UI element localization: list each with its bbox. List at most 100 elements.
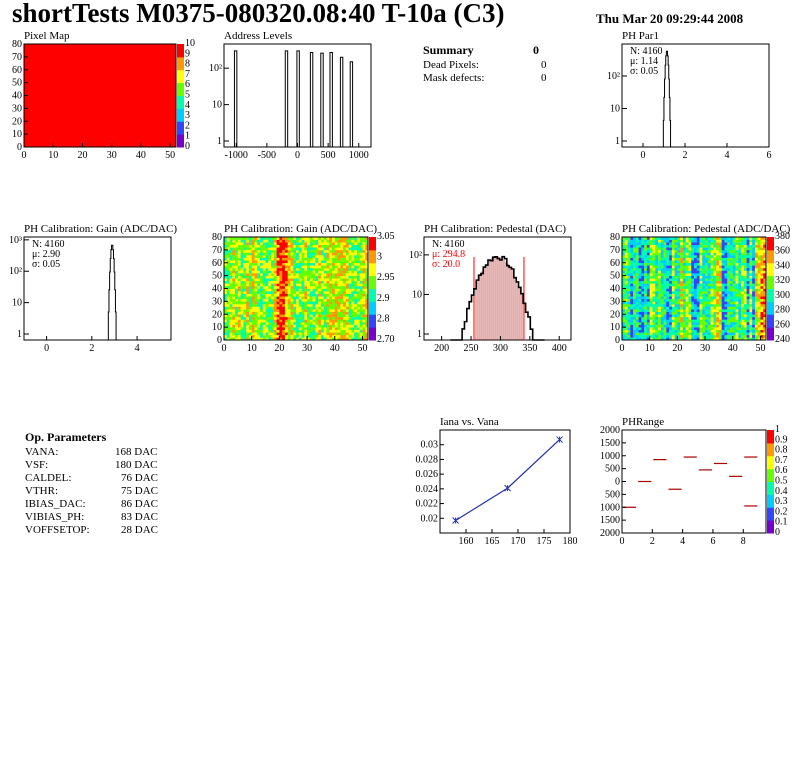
- pedestal-map-cell: [738, 316, 742, 320]
- gain-map-cell: [276, 288, 280, 292]
- pedestal-map-cell: [635, 327, 639, 330]
- pedestal-map-cell: [646, 327, 650, 330]
- gain-map-cell: [235, 324, 239, 328]
- gain-map-cell: [365, 296, 369, 300]
- ph-range-colorbar-label: 0.7: [775, 455, 788, 466]
- gain-map-cell: [251, 324, 255, 328]
- pedestal-map-cell: [707, 244, 711, 248]
- gain-map-cell: [345, 329, 349, 333]
- pedestal-map-cell: [655, 255, 659, 258]
- gain-map-cell: [268, 242, 272, 246]
- pedestal-map-cell: [674, 311, 678, 315]
- pedestal-map-cell: [649, 257, 653, 261]
- pedestal-map-cell: [757, 262, 761, 266]
- pedestal-map-cell: [696, 242, 700, 246]
- gain-map-cell: [320, 332, 324, 336]
- gain-map-cell: [351, 247, 355, 251]
- gain-map-cell: [340, 316, 344, 320]
- gain-map-cell: [248, 249, 252, 253]
- gain-map-cell: [337, 306, 341, 310]
- pedestal-map-cell: [682, 265, 686, 269]
- pedestal-map-cell: [746, 311, 750, 315]
- pedestal-map-cell: [652, 247, 656, 251]
- pedestal-map-cell: [688, 301, 692, 305]
- pedestal-map-cell: [641, 252, 645, 256]
- gain-map-cell: [345, 296, 349, 300]
- gain-map-cell: [287, 321, 291, 325]
- pedestal-map-cell: [724, 249, 728, 253]
- gain-map-cell: [271, 275, 275, 279]
- gain-map-cell: [298, 283, 302, 287]
- gain-map-cell: [254, 298, 258, 302]
- pedestal-map-cell: [627, 309, 631, 312]
- pedestal-map-cell: [732, 255, 736, 258]
- gain-map-cell: [248, 298, 252, 302]
- pedestal-map-cell: [666, 247, 670, 251]
- gain-map-cell: [248, 321, 252, 325]
- gain-map-cell: [279, 293, 283, 297]
- gain-map-cell: [248, 237, 252, 240]
- pedestal-map-cell: [732, 244, 736, 248]
- pedestal-map-cell: [752, 332, 756, 336]
- pedestal-map-cell: [649, 293, 653, 297]
- gain-map-cell: [226, 244, 230, 248]
- gain-map-cell: [304, 329, 308, 333]
- pedestal-map-cell: [735, 270, 739, 274]
- pedestal-map-cell: [754, 324, 758, 328]
- pedestal-map-cell: [732, 301, 736, 305]
- gain-map-cell: [251, 270, 255, 274]
- pedestal-map-cell: [644, 252, 648, 256]
- pedestal-map-cell: [763, 267, 767, 271]
- pedestal-map-cell: [699, 314, 703, 318]
- pedestal-map-cell: [641, 324, 645, 328]
- pedestal-map-cell: [730, 239, 734, 243]
- gain-map-cell: [251, 249, 255, 253]
- gain-map-cell: [318, 301, 322, 305]
- pedestal-map-cell: [749, 260, 753, 264]
- pedestal-map-cell: [655, 260, 659, 264]
- pedestal-map-cell: [707, 262, 711, 266]
- pedestal-map-cell: [644, 293, 648, 297]
- gain-map-cell: [326, 309, 330, 312]
- pedestal-map-cell: [749, 262, 753, 266]
- gain-map-cell: [298, 255, 302, 258]
- gain-map-cell: [348, 267, 352, 271]
- gain-map-cell: [260, 285, 264, 289]
- gain-map-cell: [237, 319, 241, 323]
- gain-map-cell: [309, 293, 313, 297]
- gain-map-cell: [332, 321, 336, 325]
- gain-map-cell: [354, 324, 358, 328]
- pedestal-map-cell: [652, 301, 656, 305]
- gain-map-cell: [351, 275, 355, 279]
- gain-map-cell: [262, 291, 266, 294]
- gain-map-cell: [365, 337, 369, 341]
- pedestal-map-cell: [763, 332, 767, 336]
- pedestal-map-cell: [707, 329, 711, 333]
- pedestal-map-cell: [624, 255, 628, 258]
- gain-map-cell: [362, 255, 366, 258]
- gain-map-cell: [348, 306, 352, 310]
- gain-map-cell: [279, 239, 283, 243]
- gain-map-cell: [323, 298, 327, 302]
- pedestal-map-cell: [633, 244, 637, 248]
- pedestal-map-cell: [721, 270, 725, 274]
- gain-map-cell: [237, 324, 241, 328]
- gain-map-cell: [235, 262, 239, 266]
- pedestal-map-cell: [710, 321, 714, 325]
- pedestal-map-cell: [735, 324, 739, 328]
- gain-map-cell: [257, 309, 261, 312]
- gain-map-cell: [273, 270, 277, 274]
- gain-map-cell: [359, 337, 363, 341]
- gain-map-colorbar-label: 2.95: [377, 272, 395, 283]
- gain-map-cell: [301, 278, 305, 282]
- gain-map-cell: [318, 309, 322, 312]
- pedestal-map-cell: [716, 321, 720, 325]
- gain-map-cell: [229, 306, 233, 310]
- pedestal-map-cell: [633, 303, 637, 307]
- gain-map-cell: [332, 332, 336, 336]
- pedestal-map-cell: [644, 283, 648, 287]
- gain-map-cell: [320, 303, 324, 307]
- pedestal-map-cell: [716, 337, 720, 341]
- gain-map-cell: [279, 327, 283, 330]
- pedestal-map-cell: [680, 267, 684, 271]
